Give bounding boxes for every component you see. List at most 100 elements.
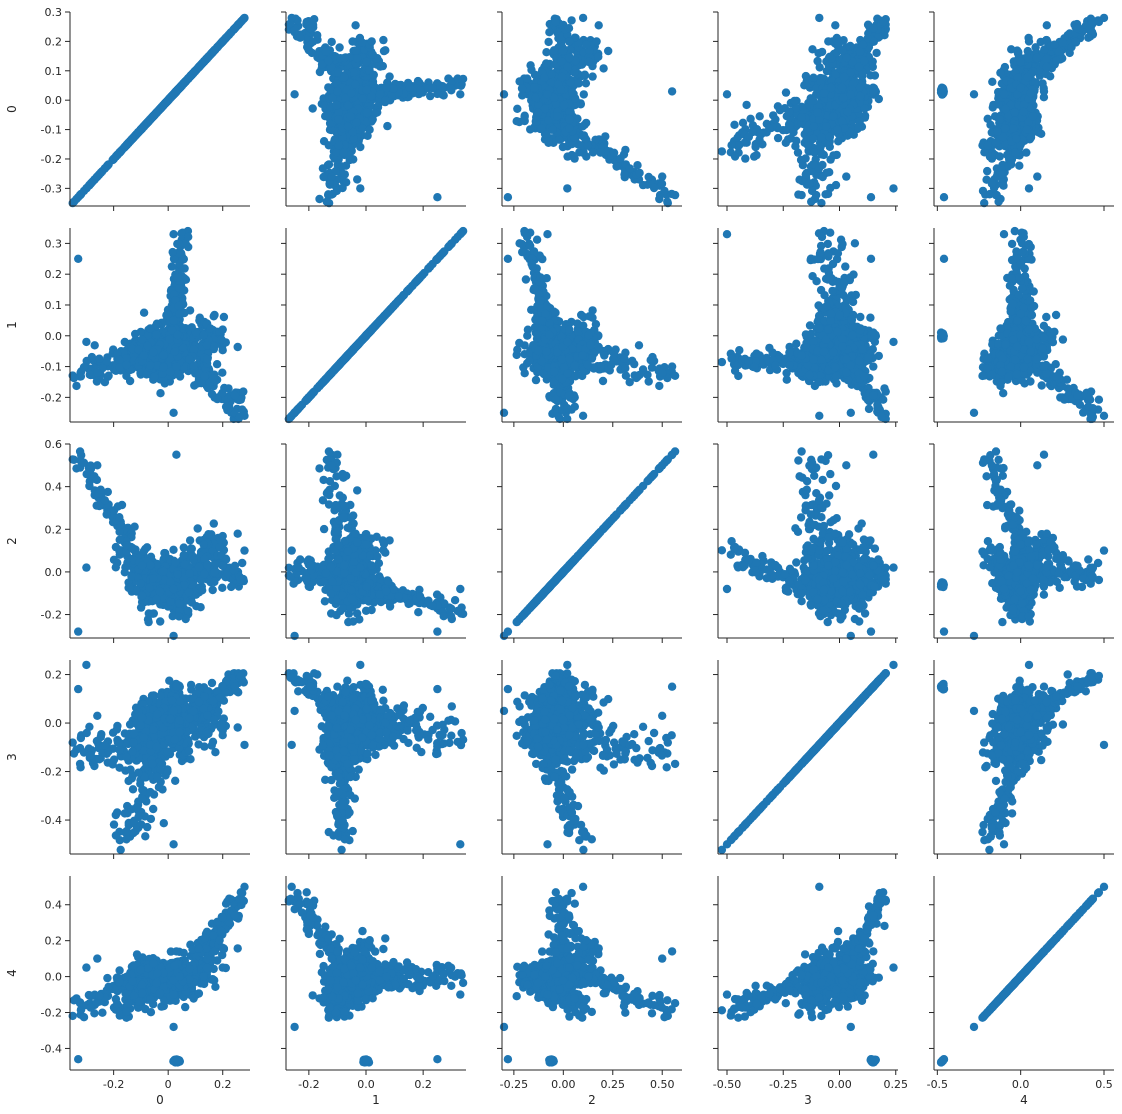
subplot-0-2 — [497, 12, 682, 211]
point — [537, 124, 545, 132]
point — [610, 149, 618, 157]
point — [344, 122, 352, 130]
point — [660, 187, 668, 195]
point — [310, 15, 318, 23]
point — [671, 191, 679, 199]
point — [578, 122, 586, 130]
points-0-3 — [718, 14, 898, 208]
point — [560, 101, 568, 109]
point — [589, 148, 597, 156]
point — [826, 184, 834, 192]
point — [358, 39, 366, 47]
point — [219, 37, 227, 45]
point — [82, 184, 90, 192]
subplot-0-3 — [713, 12, 898, 211]
point — [389, 85, 397, 93]
point — [334, 115, 342, 123]
point — [440, 91, 448, 99]
point — [570, 69, 578, 77]
point — [635, 169, 643, 177]
point — [353, 175, 361, 183]
point — [559, 46, 567, 54]
point — [363, 86, 371, 94]
point — [340, 54, 348, 62]
point — [358, 124, 366, 132]
point — [306, 24, 314, 32]
point — [137, 126, 145, 134]
point — [520, 113, 528, 121]
point — [433, 193, 441, 201]
point — [526, 125, 534, 133]
point — [751, 143, 759, 151]
point — [447, 84, 455, 92]
point — [588, 72, 596, 80]
y-tick-label: -0.1 — [41, 124, 62, 137]
point — [380, 47, 388, 55]
point — [315, 195, 323, 203]
point — [612, 162, 620, 170]
point — [323, 198, 331, 206]
point — [565, 54, 573, 62]
point — [296, 34, 304, 42]
point — [333, 187, 341, 195]
point — [568, 88, 576, 96]
point — [718, 147, 726, 155]
subplot-0-0: -0.3-0.2-0.10.00.10.20.30 — [5, 6, 250, 211]
point — [383, 122, 391, 130]
point — [645, 173, 653, 181]
point — [650, 184, 658, 192]
point — [731, 152, 739, 160]
point — [328, 172, 336, 180]
point — [185, 73, 193, 81]
point — [808, 187, 816, 195]
point — [741, 154, 749, 162]
point — [414, 77, 422, 85]
points-0-2 — [500, 14, 680, 208]
point — [500, 90, 508, 98]
point — [550, 46, 558, 54]
point — [513, 117, 521, 125]
point — [782, 88, 790, 96]
point — [356, 143, 364, 151]
point — [739, 119, 747, 127]
point — [594, 53, 602, 61]
point — [319, 164, 327, 172]
point — [582, 41, 590, 49]
point — [599, 64, 607, 72]
point — [565, 37, 573, 45]
point — [818, 48, 826, 56]
point — [557, 57, 565, 65]
point — [544, 38, 552, 46]
point — [365, 126, 373, 134]
y-tick-label: 0.0 — [45, 94, 63, 107]
point — [340, 73, 348, 81]
point — [568, 151, 576, 159]
point — [363, 109, 371, 117]
point — [370, 71, 378, 79]
point — [575, 79, 583, 87]
point — [792, 137, 800, 145]
point — [548, 126, 556, 134]
point — [565, 115, 573, 123]
point — [347, 112, 355, 120]
point — [831, 21, 839, 29]
point — [288, 14, 296, 22]
point — [376, 90, 384, 98]
point — [324, 111, 332, 119]
point — [351, 21, 359, 29]
point — [813, 57, 821, 65]
point — [555, 136, 563, 144]
point — [604, 47, 612, 55]
point — [585, 58, 593, 66]
point — [518, 84, 526, 92]
point — [794, 190, 802, 198]
y-tick-label: -0.2 — [41, 153, 62, 166]
point — [581, 134, 589, 142]
point — [426, 92, 434, 100]
point — [752, 151, 760, 159]
point — [658, 172, 666, 180]
point — [545, 28, 553, 36]
point — [454, 74, 462, 82]
point — [727, 141, 735, 149]
point — [210, 46, 218, 54]
